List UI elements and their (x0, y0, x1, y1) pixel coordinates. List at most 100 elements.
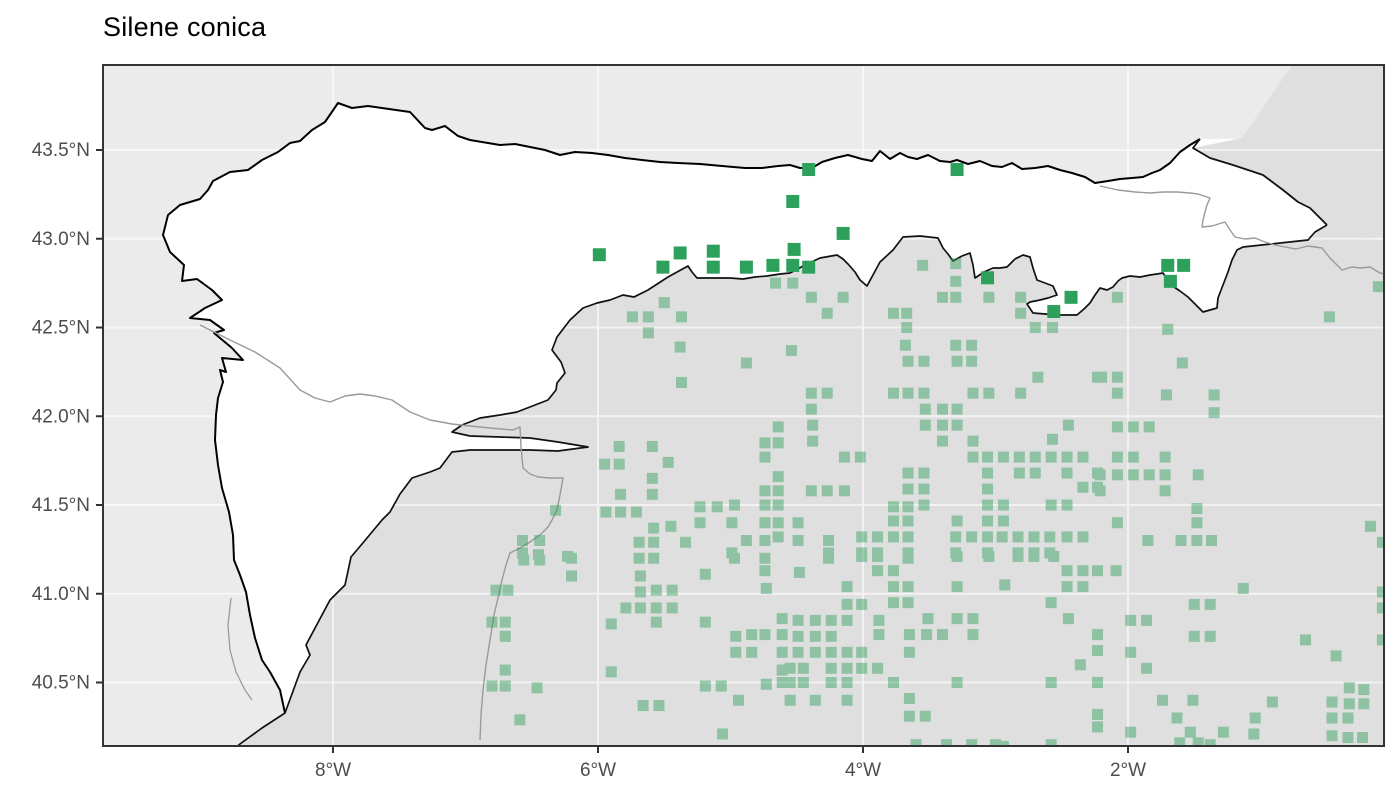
occurrence-point (1028, 547, 1040, 559)
occurrence-point (613, 440, 625, 452)
occurrence-point (805, 291, 817, 303)
occurrence-point (821, 485, 833, 497)
occurrence-point (760, 678, 772, 690)
occurrence-point (1111, 451, 1123, 463)
occurrence-point (902, 467, 914, 479)
occurrence-point (1343, 682, 1355, 694)
occurrence-point (776, 613, 788, 625)
occurrence-point (1045, 499, 1057, 511)
occurrence-point (1192, 737, 1204, 746)
occurrence-point (1159, 485, 1171, 497)
occurrence-point (650, 602, 662, 614)
occurrence-point (809, 646, 821, 658)
occurrence-point (1358, 684, 1370, 696)
occurrence-point (951, 677, 963, 688)
occurrence-point (1188, 598, 1200, 610)
occurrence-point (759, 437, 771, 449)
occurrence-point (919, 710, 931, 722)
occurrence-point-highlight (706, 260, 720, 274)
x-axis-label: 8°W (315, 760, 351, 781)
occurrence-point (1044, 531, 1056, 543)
occurrence-point (1127, 469, 1139, 481)
occurrence-point (642, 327, 654, 339)
occurrence-point (950, 547, 962, 559)
y-axis-label: 42.5°N (32, 318, 90, 339)
occurrence-point (951, 550, 963, 562)
occurrence-point (793, 566, 805, 578)
occurrence-point (825, 614, 837, 626)
occurrence-point (746, 646, 758, 658)
occurrence-point (1061, 499, 1073, 511)
occurrence-point (1032, 371, 1044, 383)
occurrence-point (499, 630, 511, 642)
occurrence-point (1092, 481, 1104, 493)
y-axis-label: 43.5°N (32, 140, 90, 161)
occurrence-point-highlight (786, 258, 800, 272)
occurrence-point (1074, 659, 1086, 671)
occurrence-point (1092, 629, 1104, 641)
occurrence-point (1330, 650, 1342, 662)
occurrence-point (759, 517, 771, 529)
occurrence-point (966, 739, 978, 746)
occurrence-point (746, 629, 758, 641)
occurrence-point (937, 403, 948, 415)
occurrence-point (902, 515, 914, 527)
occurrence-point (809, 694, 821, 706)
occurrence-point (740, 535, 752, 546)
occurrence-point (728, 552, 740, 564)
occurrence-point (1045, 597, 1057, 609)
occurrence-point (1015, 387, 1027, 399)
occurrence-point (674, 341, 686, 353)
occurrence-point (694, 517, 706, 529)
occurrence-point (633, 552, 645, 564)
occurrence-point (1046, 322, 1058, 333)
occurrence-point (1048, 550, 1060, 562)
occurrence-point (615, 506, 627, 518)
occurrence-point (1204, 598, 1216, 610)
occurrence-point (997, 740, 1009, 746)
occurrence-point (950, 258, 962, 270)
occurrence-point (1160, 389, 1172, 401)
occurrence-point (1342, 712, 1354, 724)
occurrence-point (1046, 433, 1058, 445)
occurrence-point (486, 680, 498, 692)
occurrence-point (1029, 467, 1041, 479)
occurrence-point (823, 547, 835, 559)
occurrence-point (1013, 451, 1025, 463)
occurrence-point (666, 584, 678, 596)
occurrence-point (1358, 698, 1370, 710)
occurrence-point (728, 499, 740, 511)
occurrence-point (887, 501, 899, 513)
occurrence-point (1156, 694, 1168, 706)
occurrence-point (1015, 291, 1027, 303)
occurrence-point (982, 499, 994, 511)
occurrence-point (1092, 371, 1104, 383)
occurrence-point (1249, 712, 1261, 724)
occurrence-point (516, 547, 528, 559)
occurrence-point-highlight (706, 244, 720, 258)
occurrence-point (1127, 451, 1139, 463)
occurrence-point (759, 451, 771, 463)
occurrence-point (1061, 565, 1073, 577)
occurrence-point (967, 451, 979, 463)
occurrence-point (940, 739, 952, 746)
occurrence-point (1077, 581, 1089, 593)
occurrence-point (566, 552, 577, 564)
occurrence-point (1204, 739, 1216, 746)
occurrence-point (1045, 739, 1057, 746)
occurrence-point (917, 259, 929, 271)
occurrence-point (562, 550, 574, 562)
occurrence-point (792, 517, 804, 529)
occurrence-point (534, 554, 546, 566)
occurrence-point (983, 387, 995, 399)
occurrence-point (518, 554, 530, 566)
occurrence-point (1376, 536, 1384, 548)
occurrence-point (1092, 565, 1104, 577)
occurrence-point (821, 307, 833, 319)
occurrence-point (937, 419, 948, 431)
occurrence-point (784, 662, 796, 674)
occurrence-point (792, 630, 804, 642)
occurrence-point (648, 552, 660, 564)
occurrence-point (532, 549, 544, 561)
